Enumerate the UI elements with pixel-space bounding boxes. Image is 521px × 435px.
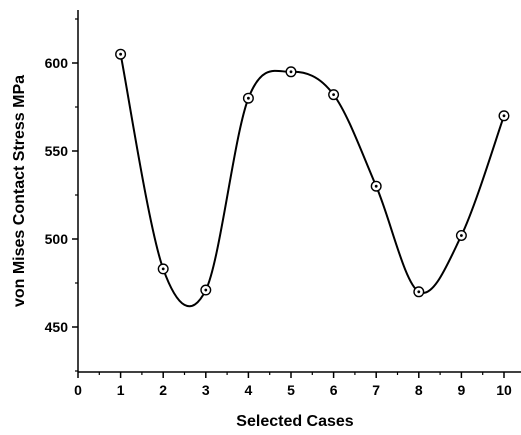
x-tick-label: 5 xyxy=(287,382,295,398)
data-point xyxy=(115,48,127,60)
data-point-dot xyxy=(289,70,293,74)
x-tick-label: 1 xyxy=(117,382,125,398)
data-point-dot xyxy=(161,267,165,271)
y-tick-label: 600 xyxy=(45,55,69,71)
x-tick-label: 0 xyxy=(74,382,82,398)
data-point xyxy=(498,110,510,122)
x-axis-title: Selected Cases xyxy=(236,413,354,430)
data-point xyxy=(200,284,212,296)
series-smooth-line xyxy=(119,54,505,308)
data-point-dot xyxy=(332,93,335,97)
x-tick-label: 9 xyxy=(458,382,466,398)
y-tick-label: 550 xyxy=(45,143,69,159)
data-point xyxy=(370,180,382,192)
data-point-dot xyxy=(460,234,463,237)
y-axis-title: von Mises Contact Stress MPa xyxy=(11,75,28,307)
x-tick-label: 3 xyxy=(202,382,210,398)
data-point xyxy=(455,229,467,241)
x-tick-label: 10 xyxy=(496,382,512,398)
data-point-dot xyxy=(374,184,378,188)
data-point-dot xyxy=(417,290,421,294)
x-tick-label: 8 xyxy=(415,382,423,398)
x-tick-label: 6 xyxy=(330,382,338,398)
plot-area: 0 1 2 3 4 5 6 7 8 9 10 450 500 550 600 xyxy=(45,10,521,398)
y-axis-ticks: 450 500 550 600 xyxy=(45,18,78,372)
y-tick-label: 450 xyxy=(45,319,69,335)
x-tick-label: 7 xyxy=(372,382,380,398)
data-point xyxy=(328,89,340,101)
data-point-dot xyxy=(204,288,208,292)
data-point-dot xyxy=(119,52,122,56)
data-point xyxy=(285,66,297,78)
data-points xyxy=(115,48,510,298)
data-point xyxy=(413,286,425,298)
x-tick-label: 2 xyxy=(159,382,167,398)
data-point-dot xyxy=(502,114,506,118)
data-point xyxy=(242,92,254,104)
data-point-dot xyxy=(247,96,250,100)
y-tick-label: 500 xyxy=(45,231,69,247)
x-tick-label: 4 xyxy=(245,382,253,398)
data-point xyxy=(157,263,169,275)
x-axis-ticks: 0 1 2 3 4 5 6 7 8 9 10 xyxy=(74,372,512,398)
